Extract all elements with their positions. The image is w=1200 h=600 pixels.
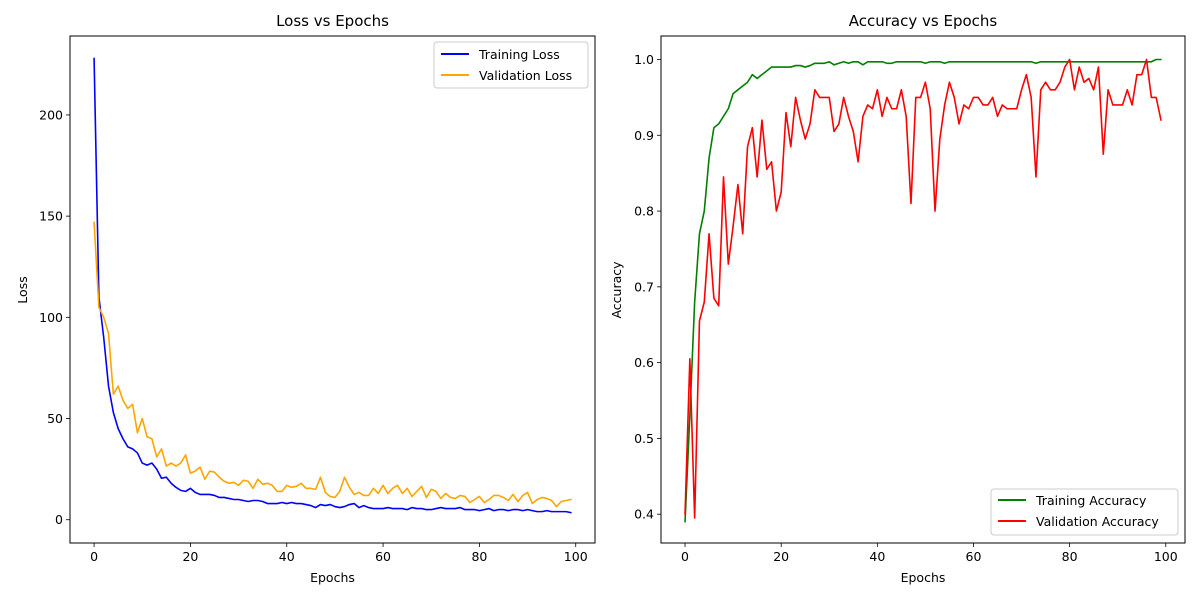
accuracy-x-tick-label: 0 <box>681 549 689 564</box>
accuracy-x-tick-label: 80 <box>1062 549 1078 564</box>
accuracy-x-tick-label: 60 <box>966 549 982 564</box>
loss-legend-box <box>433 41 589 89</box>
accuracy-chart: Accuracy vs Epochs Epochs Accuracy 0.40.… <box>609 12 1186 585</box>
accuracy-chart-xlabel: Epochs <box>901 570 946 585</box>
loss-series <box>93 57 572 514</box>
loss-series-validation-loss <box>93 221 572 508</box>
accuracy-legend-box <box>990 488 1179 536</box>
loss-y-tick-label: 100 <box>39 310 63 325</box>
accuracy-y-tick-label: 0.9 <box>634 128 654 143</box>
accuracy-chart-title: Accuracy vs Epochs <box>849 12 998 30</box>
accuracy-y-tick-label: 0.5 <box>634 431 654 446</box>
loss-x-tick-label: 60 <box>375 549 391 564</box>
loss-x-tick-label: 100 <box>564 549 588 564</box>
loss-legend-label-validation: Validation Loss <box>479 68 572 83</box>
loss-chart-xlabel: Epochs <box>310 570 355 585</box>
accuracy-y-tick-label: 0.8 <box>634 204 654 219</box>
loss-chart: Loss vs Epochs Epochs Loss 050100150200 … <box>15 12 596 585</box>
accuracy-y-tick-label: 0.7 <box>634 279 654 294</box>
loss-y-tick-label: 50 <box>47 411 63 426</box>
accuracy-x-tick-label: 20 <box>773 549 789 564</box>
accuracy-legend-label-training: Training Accuracy <box>1035 493 1147 508</box>
accuracy-y-tick-label: 0.4 <box>634 507 654 522</box>
accuracy-legend: Training Accuracy Validation Accuracy <box>990 488 1179 536</box>
accuracy-y-tick-label: 0.6 <box>634 355 654 370</box>
accuracy-y-tick-label: 1.0 <box>634 52 654 67</box>
loss-chart-title: Loss vs Epochs <box>276 12 389 30</box>
loss-y-ticks: 0 50 100 150 200 <box>39 107 70 527</box>
accuracy-series <box>684 58 1162 523</box>
accuracy-x-ticks: 0 20 40 60 80 100 <box>681 543 1178 564</box>
accuracy-chart-ylabel: Accuracy <box>609 261 624 319</box>
accuracy-series-training-accuracy <box>684 58 1162 523</box>
loss-y-tick-label: 0 <box>55 512 63 527</box>
accuracy-series-validation-accuracy <box>684 58 1162 519</box>
accuracy-legend-label-validation: Validation Accuracy <box>1036 514 1159 529</box>
loss-x-tick-label: 80 <box>471 549 487 564</box>
loss-x-tick-label: 20 <box>182 549 198 564</box>
accuracy-x-tick-label: 40 <box>869 549 885 564</box>
loss-x-ticks: 0 20 40 60 80 100 <box>90 543 588 564</box>
loss-series-training-loss <box>93 57 572 514</box>
loss-plot-frame <box>69 35 596 544</box>
accuracy-y-ticks: 0.4 0.5 0.6 0.7 0.8 0.9 1.0 <box>634 52 661 522</box>
accuracy-x-tick-label: 100 <box>1154 549 1178 564</box>
loss-legend-label-training: Training Loss <box>478 47 560 62</box>
loss-chart-ylabel: Loss <box>15 276 30 303</box>
loss-legend: Training Loss Validation Loss <box>433 41 589 89</box>
loss-x-tick-label: 40 <box>279 549 295 564</box>
loss-x-tick-label: 0 <box>90 549 98 564</box>
loss-y-tick-label: 200 <box>39 107 63 122</box>
loss-y-tick-label: 150 <box>39 209 63 224</box>
accuracy-plot-frame <box>660 35 1186 544</box>
